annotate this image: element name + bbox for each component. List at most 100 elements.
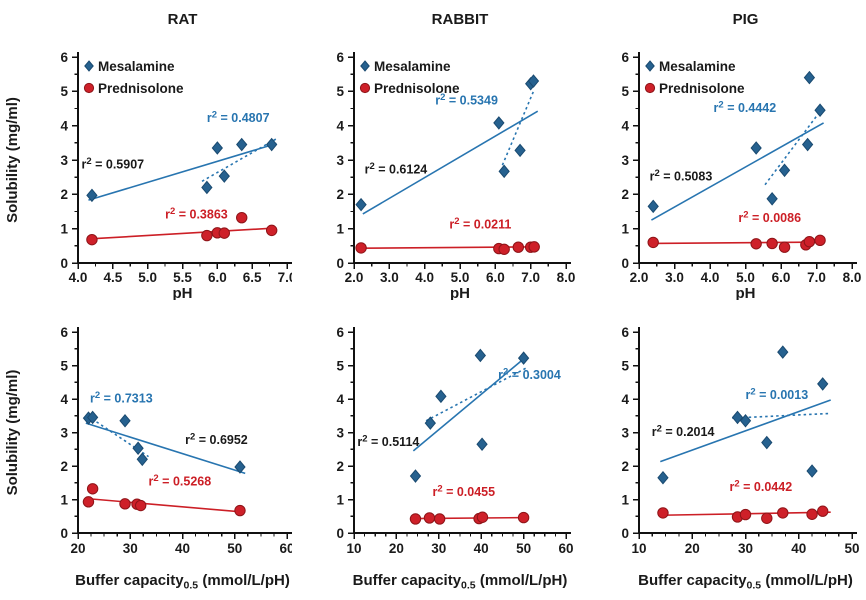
- data-point-prednisolone: [201, 229, 213, 242]
- x-tick-label: 6.0: [772, 270, 791, 285]
- figure-row-buffer: 20 30 40 50 60 0 1 2 3 4 5 6 Buffer capacity0.5 (mmo…: [0, 300, 866, 600]
- r-squared-annotation: r2 = 0.4807: [207, 110, 270, 126]
- data-point-mesalamine: [761, 435, 773, 450]
- x-tick-label: 40: [175, 541, 190, 556]
- y-tick-label: 3: [336, 425, 344, 440]
- x-tick-label: 4.0: [69, 270, 88, 285]
- y-tick-label: 6: [621, 50, 629, 65]
- data-point-mesalamine: [266, 137, 278, 152]
- y-tick-label: 2: [621, 459, 629, 474]
- y-tick-label: 5: [621, 84, 629, 99]
- data-point-prednisolone: [119, 498, 131, 510]
- y-tick-label: 0: [336, 526, 344, 541]
- data-point-prednisolone: [82, 496, 95, 508]
- trendline-solid: [362, 110, 539, 215]
- data-point-prednisolone: [498, 243, 510, 255]
- data-point-mesalamine: [750, 141, 762, 155]
- data-point-mesalamine: [801, 137, 814, 152]
- x-tick-label: 10: [346, 541, 361, 556]
- r-squared-annotation: r2 = 0.0086: [738, 209, 801, 225]
- data-point-mesalamine: [739, 413, 752, 428]
- x-tick-label: 7.0: [278, 270, 292, 285]
- x-tick-label: 30: [123, 541, 138, 556]
- x-tick-label: 4.5: [103, 270, 122, 285]
- x-axis-label: pH: [736, 285, 756, 300]
- scatter-panel-pig-buffer: 10 20 30 40 50 0 1 2 3 4 5 6 Buffer capacity0.5 (mmo…: [621, 325, 859, 592]
- x-tick-label: 6.5: [243, 270, 262, 285]
- y-tick-label: 4: [336, 392, 344, 407]
- data-point-mesalamine: [514, 143, 526, 158]
- r-squared-annotation: r2 = 0.5083: [650, 168, 713, 184]
- y-tick-label: 5: [621, 358, 629, 373]
- data-point-mesalamine: [527, 74, 540, 88]
- y-tick-label: 0: [60, 256, 68, 271]
- x-tick-label: 5.0: [736, 270, 755, 285]
- y-tick-label: 5: [336, 358, 344, 373]
- legend-marker-prednisolone: [359, 82, 371, 94]
- x-tick-label: 50: [844, 541, 859, 556]
- x-axis-label: Buffer capacity0.5 (mmol/L/pH): [75, 572, 290, 592]
- data-point-prednisolone: [433, 513, 446, 525]
- y-tick-label: 1: [621, 492, 629, 507]
- r-squared-annotation: r2 = 0.5268: [149, 473, 212, 489]
- y-tick-label: 6: [60, 325, 68, 340]
- trendline-solid: [660, 399, 831, 463]
- data-point-mesalamine: [778, 163, 791, 178]
- y-tick-label: 1: [336, 492, 344, 507]
- trendline-solid: [362, 246, 538, 250]
- data-point-mesalamine: [731, 410, 744, 425]
- data-point-mesalamine: [493, 116, 505, 130]
- data-point-mesalamine: [435, 389, 447, 404]
- y-tick-label: 0: [621, 526, 629, 541]
- r-squared-annotation: r2 = 0.2014: [652, 423, 715, 439]
- x-tick-label: 8.0: [557, 270, 576, 285]
- y-tick-label: 2: [621, 187, 629, 202]
- scatter-panel-rat-buffer: 20 30 40 50 60 0 1 2 3 4 5 6 Buffer capacity0.5 (mmo…: [4, 325, 292, 592]
- x-tick-label: 20: [389, 541, 404, 556]
- r-squared-annotation: r2 = 0.5349: [435, 92, 498, 108]
- data-point-prednisolone: [135, 499, 147, 512]
- data-point-mesalamine: [218, 169, 230, 183]
- x-axis-label: Buffer capacity0.5 (mmol/L/pH): [353, 572, 568, 592]
- data-point-prednisolone: [803, 236, 816, 248]
- r-squared-annotation: r2 = 0.7313: [90, 390, 153, 406]
- y-tick-label: 6: [336, 325, 344, 340]
- r-squared-annotation: r2 = 0.0442: [730, 479, 793, 495]
- data-point-mesalamine: [424, 416, 436, 430]
- x-tick-label: 20: [685, 541, 700, 556]
- y-tick-label: 1: [621, 221, 629, 236]
- r-squared-annotation: r2 = 0.0013: [746, 387, 809, 403]
- data-point-mesalamine: [803, 70, 816, 85]
- y-tick-label: 2: [336, 187, 344, 202]
- y-tick-label: 4: [336, 118, 344, 133]
- r-squared-annotation: r2 = 0.0455: [432, 484, 495, 500]
- panel-title: PIG: [733, 11, 759, 28]
- data-point-prednisolone: [517, 511, 530, 524]
- x-tick-label: 20: [70, 541, 85, 556]
- x-tick-label: 4.0: [415, 270, 434, 285]
- y-tick-label: 0: [336, 256, 344, 271]
- data-point-mesalamine: [474, 348, 487, 363]
- data-point-mesalamine: [498, 164, 510, 179]
- y-tick-label: 3: [621, 425, 629, 440]
- data-point-prednisolone: [777, 507, 789, 519]
- y-tick-label: 1: [336, 221, 344, 236]
- y-tick-label: 2: [60, 187, 68, 202]
- panel-title: RABBIT: [432, 11, 489, 28]
- x-tick-label: 3.0: [380, 270, 399, 285]
- y-tick-label: 6: [60, 50, 68, 65]
- scatter-panel-rabbit-ph: 2.0 3.0 4.0 5.0 6.0 7.0 8.0 0 1 2 3 4 5 6 RABBIT pH r2 =…: [336, 11, 576, 300]
- trendline-dotted: [201, 138, 277, 182]
- x-tick-label: 6.0: [208, 270, 227, 285]
- legend-label: Mesalamine: [374, 59, 451, 74]
- x-tick-label: 30: [431, 541, 446, 556]
- trendline-solid: [88, 142, 277, 201]
- x-tick-label: 2.0: [630, 270, 649, 285]
- r-squared-annotation: r2 = 0.0211: [449, 216, 511, 232]
- y-tick-label: 2: [60, 459, 68, 474]
- y-tick-label: 0: [60, 526, 68, 541]
- data-point-prednisolone: [761, 512, 773, 524]
- trendline-dotted: [764, 106, 825, 186]
- data-point-mesalamine: [409, 469, 422, 483]
